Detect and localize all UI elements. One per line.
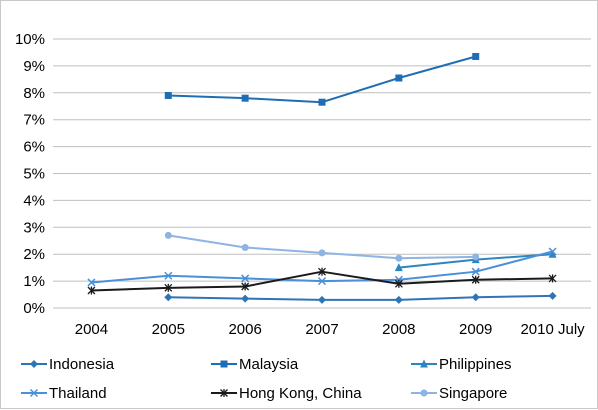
data-point-philippines xyxy=(394,263,403,272)
legend-marker xyxy=(30,360,38,368)
data-point-indonesia xyxy=(548,291,557,300)
data-point-singapore xyxy=(241,243,249,251)
data-point-philippines xyxy=(548,249,557,258)
data-point-thailand xyxy=(317,277,327,286)
y-tick-label: 6% xyxy=(23,139,45,156)
data-point-malaysia xyxy=(395,74,403,82)
legend-marker xyxy=(420,359,428,368)
x-tick-label: 2007 xyxy=(305,321,338,338)
y-tick-label: 3% xyxy=(23,219,45,236)
data-point-singapore xyxy=(318,249,326,257)
data-point-malaysia xyxy=(472,52,480,60)
data-point-thailand xyxy=(87,278,96,287)
series-line-indonesia xyxy=(168,294,553,301)
data-point-malaysia xyxy=(318,98,326,106)
legend-label: Hong Kong, China xyxy=(239,385,362,402)
y-tick-label: 2% xyxy=(23,246,45,263)
data-point-indonesia xyxy=(164,293,173,302)
y-tick-label: 4% xyxy=(23,192,45,209)
legend-label: Philippines xyxy=(439,356,512,373)
y-tick-label: 1% xyxy=(23,273,45,290)
legend-marker xyxy=(420,389,428,397)
data-point-singapore xyxy=(164,231,172,239)
x-tick-label: 2004 xyxy=(75,321,108,338)
data-point-malaysia xyxy=(164,91,172,99)
data-point-hong-kong-china xyxy=(318,267,326,276)
data-point-thailand xyxy=(164,271,173,280)
legend-marker xyxy=(220,360,228,368)
data-point-thailand xyxy=(548,247,557,256)
legend-item-indonesia: Indonesia xyxy=(21,356,115,373)
data-point-hong-kong-china xyxy=(471,275,480,284)
data-point-malaysia xyxy=(241,94,249,102)
legend-label: Thailand xyxy=(49,385,107,402)
legend-label: Singapore xyxy=(439,385,507,402)
legend-label: Malaysia xyxy=(239,356,299,373)
y-tick-label: 5% xyxy=(23,166,45,183)
data-point-indonesia xyxy=(241,294,250,303)
y-tick-label: 7% xyxy=(23,112,45,129)
y-tick-label: 8% xyxy=(23,85,45,102)
data-point-indonesia xyxy=(318,295,326,304)
legend-item-hong-kong-china: Hong Kong, China xyxy=(211,385,362,402)
data-point-singapore xyxy=(395,254,403,262)
data-point-thailand xyxy=(241,274,250,283)
legend-item-malaysia: Malaysia xyxy=(211,356,299,373)
x-tick-label: 2010 July xyxy=(520,321,585,338)
x-tick-label: 2005 xyxy=(152,321,185,338)
legend-item-philippines: Philippines xyxy=(411,356,512,373)
data-point-hong-kong-china xyxy=(164,283,173,292)
data-point-hong-kong-china xyxy=(394,279,403,288)
data-point-indonesia xyxy=(471,293,480,302)
data-point-hong-kong-china xyxy=(87,286,96,295)
legend-item-thailand: Thailand xyxy=(21,385,107,402)
x-tick-label: 2006 xyxy=(228,321,261,338)
legend-item-singapore: Singapore xyxy=(411,385,507,402)
series-line-malaysia xyxy=(168,55,476,104)
data-point-singapore xyxy=(472,253,480,261)
data-point-thailand xyxy=(471,267,480,276)
x-tick-label: 2008 xyxy=(382,321,415,338)
y-tick-label: 10% xyxy=(15,31,45,48)
data-point-hong-kong-china xyxy=(241,282,250,291)
legend-marker xyxy=(220,389,228,397)
y-tick-label: 0% xyxy=(23,300,45,317)
legend-label: Indonesia xyxy=(49,356,115,373)
legend-marker xyxy=(29,388,39,398)
data-point-hong-kong-china xyxy=(548,274,557,283)
x-tick-label: 2009 xyxy=(459,321,492,338)
y-tick-label: 9% xyxy=(23,58,45,75)
data-point-indonesia xyxy=(394,295,403,304)
